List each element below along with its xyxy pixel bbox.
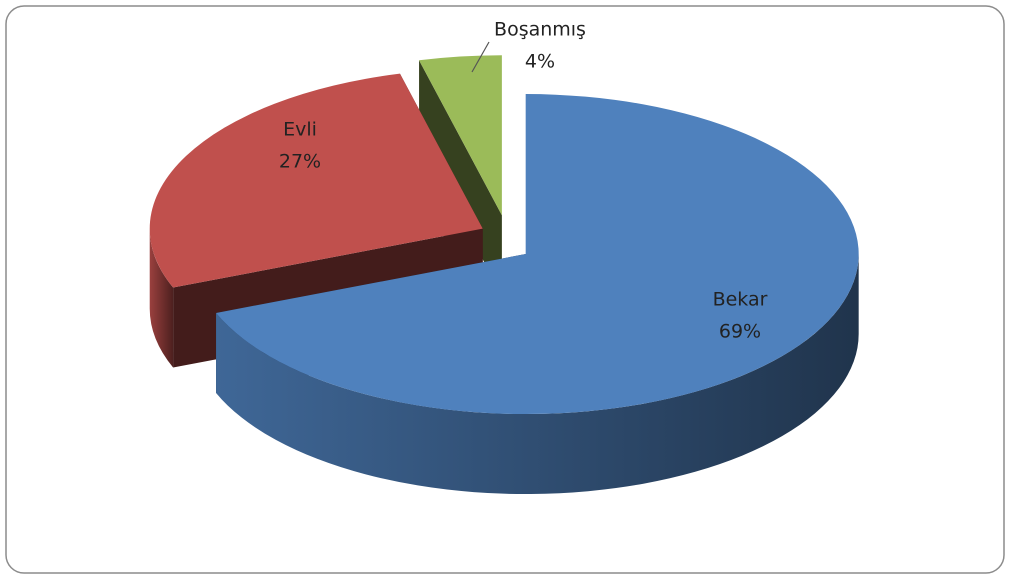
slice-label: Bekar <box>713 289 768 311</box>
leader-line <box>471 41 490 73</box>
slice-value-label: 4% <box>525 51 555 73</box>
slice <box>149 73 483 288</box>
pie <box>149 55 859 495</box>
slice-value-label: 69% <box>719 321 761 343</box>
slice-label: Boşanmış <box>494 19 586 41</box>
slice-label: Evli <box>283 119 317 141</box>
slice <box>216 94 859 415</box>
slice-wall <box>149 228 174 368</box>
labels: Bekar 69% Evli 27% Boşanmış 4% <box>279 19 768 343</box>
slice-value-label: 27% <box>279 151 321 173</box>
slice <box>419 55 502 216</box>
slice-wall <box>216 254 859 495</box>
